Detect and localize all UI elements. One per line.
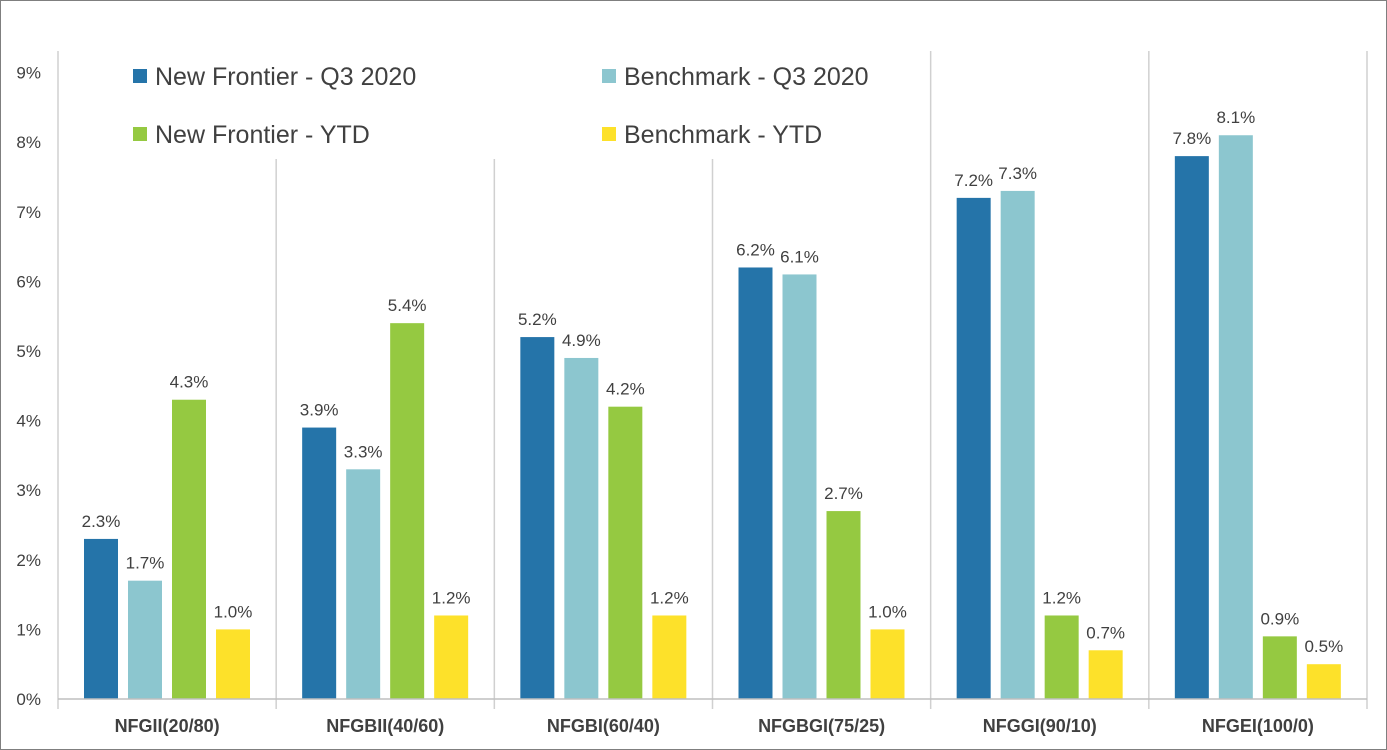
data-label: 4.9% [562,331,601,350]
data-label: 6.2% [736,240,775,259]
bars [84,135,1341,700]
legend-label: Benchmark - YTD [624,121,822,149]
data-label: 2.7% [824,484,863,503]
bar [128,580,162,699]
category-separators [57,51,1368,709]
bar [84,538,118,699]
bar [652,615,687,699]
y-tick-label: 5% [16,342,41,361]
bar [390,323,425,699]
category-label: NFGII(20/80) [115,716,220,736]
category-label: NFGBI(60/40) [547,716,660,736]
y-tick-label: 0% [16,690,41,709]
y-axis: 0% 1% 2% 3% 4% 5% 6% 7% 8% 9% [16,64,41,709]
bar [172,399,206,699]
data-label: 0.7% [1086,623,1125,642]
bar [956,197,991,699]
data-label: 1.7% [126,554,165,573]
category-label: NFGBII(40/60) [326,716,444,736]
bar [870,629,905,699]
data-label: 3.3% [344,442,383,461]
category-label: NFGEI(100/0) [1202,716,1314,736]
bar [782,274,817,699]
bar [1262,636,1297,699]
bar [1218,135,1253,700]
bar [302,427,337,699]
data-label: 1.2% [650,588,689,607]
legend: New Frontier - Q3 2020 Benchmark - Q3 202… [133,63,869,149]
bar [608,406,643,699]
data-label: 1.0% [868,602,907,621]
data-label: 0.5% [1304,637,1343,656]
data-label: 5.4% [388,296,427,315]
y-tick-label: 8% [16,133,41,152]
legend-label: New Frontier - YTD [155,121,370,149]
data-label: 7.2% [954,171,993,190]
bar [826,511,861,699]
bar [564,357,599,699]
data-labels: 2.3% 3.9% 5.2% 6.2% 7.2% 7.8% 1.7% 3.3% 4.9% 6.1%… [82,108,1344,656]
bar [1000,190,1035,700]
data-label: 8.1% [1216,108,1255,127]
bar [1306,664,1341,699]
data-label: 7.8% [1172,129,1211,148]
data-label: 4.3% [170,373,209,392]
bar [738,267,773,699]
category-label: NFGBGI(75/25) [758,716,885,736]
bar [520,337,555,699]
legend-label: New Frontier - Q3 2020 [155,63,416,91]
data-label: 5.2% [518,310,557,329]
bar [1088,650,1123,699]
y-tick-label: 2% [16,551,41,570]
data-label: 3.9% [300,401,339,420]
bar [434,615,469,699]
bar [1174,156,1209,699]
data-label: 6.1% [780,247,819,266]
y-tick-label: 9% [16,64,41,83]
data-label: 1.0% [214,602,253,621]
category-label: NFGGI(90/10) [983,716,1097,736]
legend-swatch [602,127,616,141]
x-axis: NFGII(20/80) NFGBII(40/60) NFGBI(60/40) NFG… [58,698,1367,736]
y-tick-label: 4% [16,412,41,431]
legend-swatch [133,127,147,141]
bar [1044,615,1079,699]
bar [216,629,250,699]
data-label: 1.2% [432,588,471,607]
data-label: 2.3% [82,512,121,531]
legend-swatch [133,69,147,83]
data-label: 0.9% [1260,609,1299,628]
y-tick-label: 3% [16,481,41,500]
data-label: 1.2% [1042,588,1081,607]
legend-label: Benchmark - Q3 2020 [624,63,869,91]
y-tick-label: 1% [16,620,41,639]
data-label: 7.3% [998,164,1037,183]
data-label: 4.2% [606,380,645,399]
y-tick-label: 6% [16,272,41,291]
bar [346,469,381,699]
legend-swatch [602,69,616,83]
y-tick-label: 7% [16,203,41,222]
